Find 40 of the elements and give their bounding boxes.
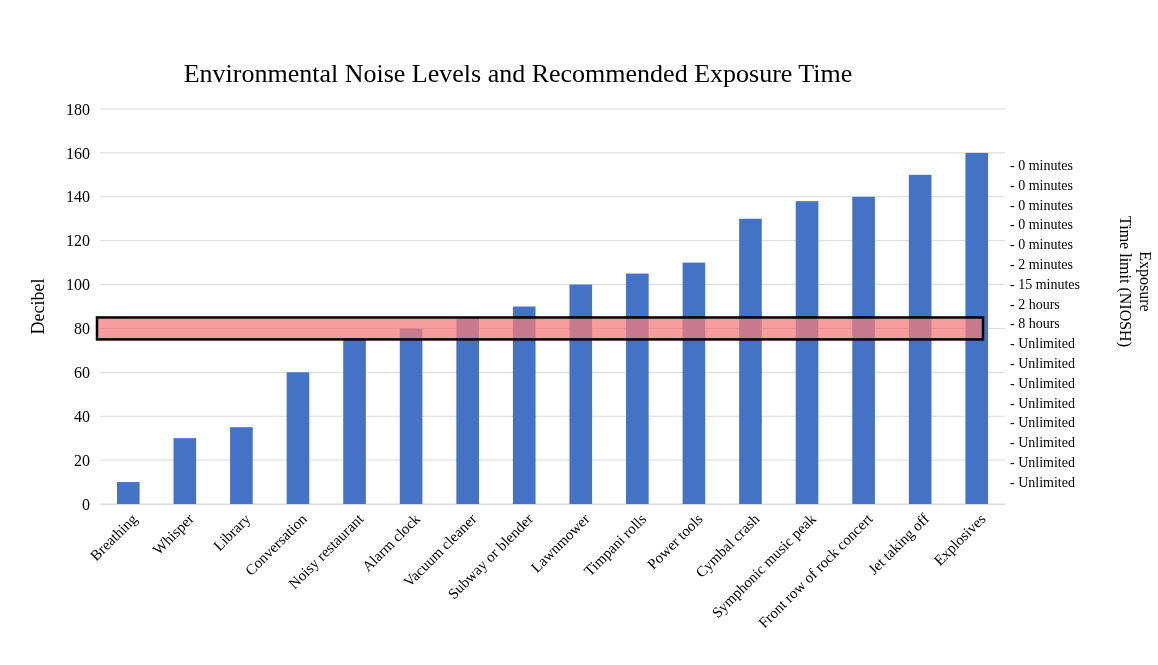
y-axis-title: Decibel: [28, 278, 48, 335]
text: - 0 minutes: [1010, 177, 1073, 193]
bar: [173, 438, 197, 504]
bar: [116, 482, 140, 504]
text: - Unlimited: [1010, 435, 1075, 451]
text: - 15 minutes: [1010, 276, 1080, 292]
text: - 0 minutes: [1010, 157, 1073, 173]
y-tick-label: 140: [66, 188, 90, 206]
y-tick-label: 60: [74, 363, 90, 381]
text: - Unlimited: [1010, 415, 1075, 431]
text: - 2 minutes: [1010, 256, 1073, 272]
chart-title: Environmental Noise Levels and Recommended Exposure Time: [183, 59, 853, 88]
text: - Unlimited: [1010, 474, 1075, 490]
text: - Unlimited: [1010, 356, 1075, 372]
y-tick-label: 180: [66, 100, 90, 118]
text: - 0 minutes: [1010, 197, 1073, 213]
y-tick-label: 100: [66, 276, 90, 294]
y-tick-label: 120: [66, 232, 90, 250]
bar: [965, 152, 989, 504]
bar: [343, 339, 366, 504]
text: - Unlimited: [1010, 395, 1075, 411]
bar: [569, 284, 593, 504]
text: - 0 minutes: [1010, 237, 1073, 253]
y-tick-label: 0: [82, 495, 90, 513]
text: - 8 hours: [1010, 316, 1060, 332]
bar: [230, 427, 253, 504]
bar: [908, 174, 932, 504]
text: - 0 minutes: [1010, 217, 1073, 233]
y-tick-label: 80: [74, 320, 90, 338]
bar: [739, 218, 762, 504]
bar: [852, 196, 875, 504]
text: - Unlimited: [1010, 455, 1075, 471]
y-tick-label: 20: [74, 451, 90, 469]
text: - 2 hours: [1010, 296, 1060, 312]
y-tick-label: 160: [66, 144, 90, 162]
y-tick-label: 40: [74, 407, 90, 425]
text: - Unlimited: [1010, 375, 1075, 391]
text: - Unlimited: [1010, 336, 1075, 352]
text: Exposure Time limit (NIOSH): [1116, 216, 1154, 347]
bar: [286, 372, 310, 504]
